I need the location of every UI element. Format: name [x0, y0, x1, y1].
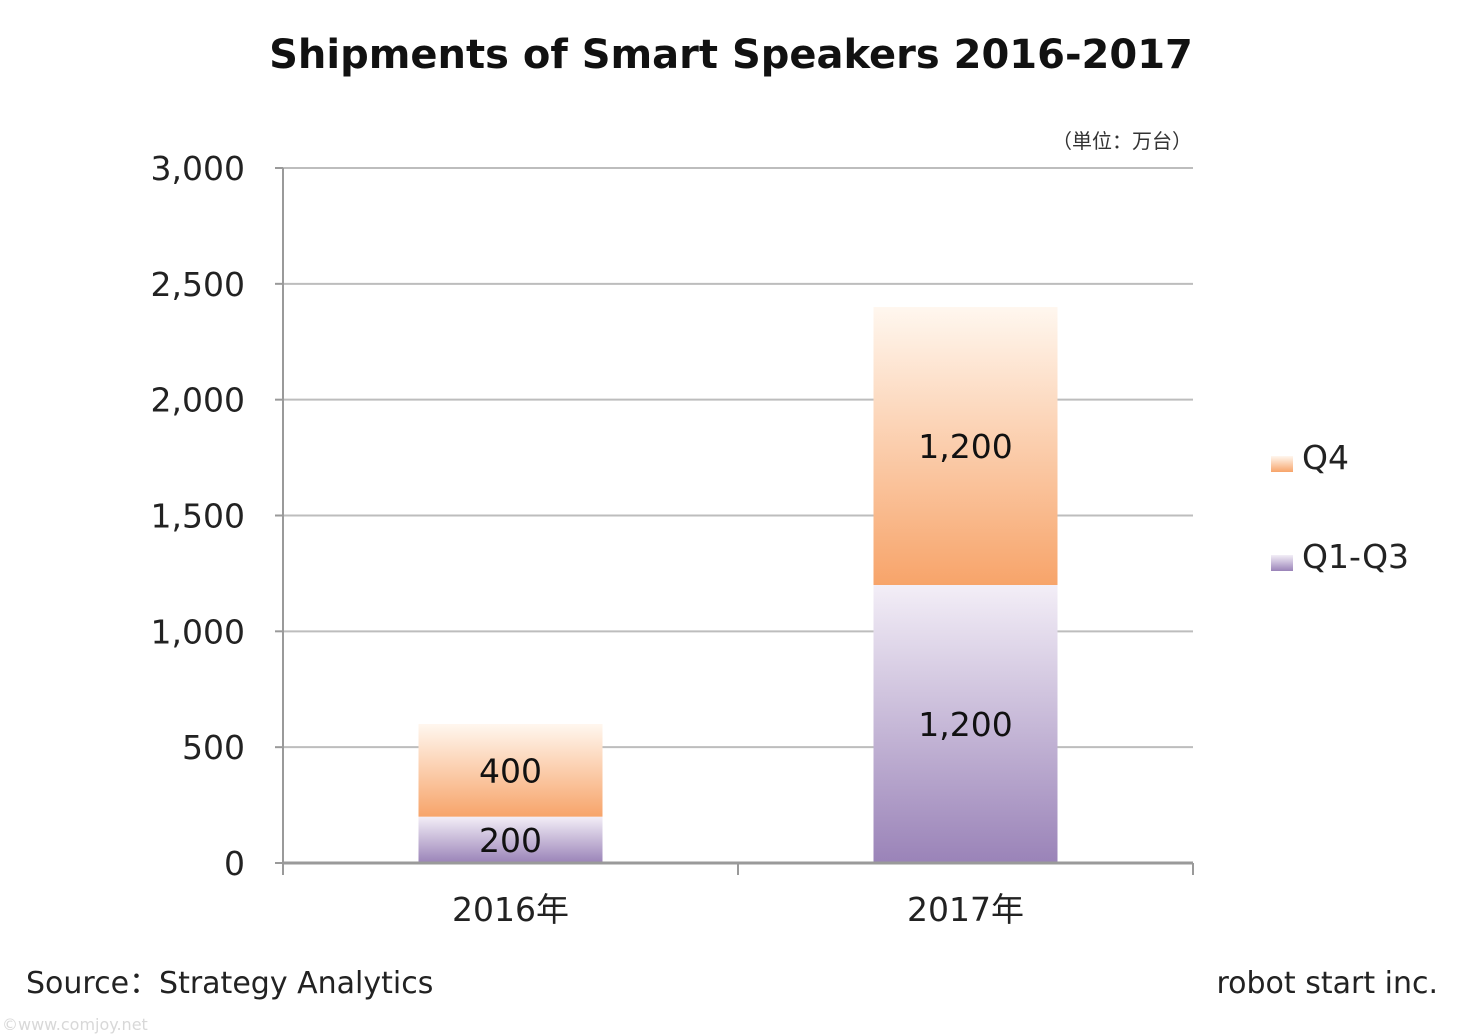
data-label: 400: [479, 751, 542, 790]
y-tick-label: 1,000: [151, 612, 245, 651]
source-note: Source：Strategy Analytics: [26, 966, 433, 1001]
data-label: 1,200: [918, 705, 1012, 744]
y-tick-label: 2,500: [151, 265, 245, 304]
credit-note: robot start inc.: [1216, 966, 1438, 1001]
y-tick-label: 3,000: [151, 149, 245, 188]
y-tick-label: 1,500: [151, 497, 245, 536]
legend-label: Q1-Q3: [1302, 537, 1409, 576]
y-tick-label: 2,000: [151, 381, 245, 420]
y-tick-label: 0: [224, 844, 245, 883]
data-label: 200: [479, 821, 542, 860]
bar-segment-q1-q3: [873, 585, 1058, 863]
watermark: ©www.comjoy.net: [2, 1015, 148, 1034]
unit-note: （単位：万台）: [1052, 129, 1192, 153]
chart-title: Shipments of Smart Speakers 2016-2017: [269, 32, 1193, 78]
bar-segment-q4: [873, 307, 1058, 585]
x-category-label: 2017年: [907, 890, 1024, 929]
bar-segment-q1-q3: [418, 816, 603, 863]
legend-swatch: [1271, 456, 1293, 472]
x-category-label: 2016年: [452, 890, 569, 929]
data-label: 1,200: [918, 427, 1012, 466]
y-tick-label: 500: [182, 728, 245, 767]
legend-swatch: [1271, 555, 1293, 571]
bar-segment-q4: [418, 724, 603, 817]
legend-label: Q4: [1302, 438, 1349, 477]
